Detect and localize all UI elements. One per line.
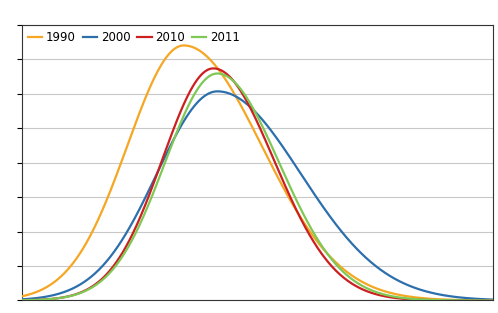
2010 bbox=[210, 67, 216, 70]
1990 bbox=[395, 293, 401, 296]
Line: 2010: 2010 bbox=[22, 69, 493, 300]
2000 bbox=[67, 288, 73, 291]
2010 bbox=[210, 67, 216, 70]
2010 bbox=[490, 299, 496, 302]
2011 bbox=[210, 73, 216, 76]
2010 bbox=[395, 296, 401, 300]
2011 bbox=[343, 273, 349, 276]
2010 bbox=[227, 75, 233, 79]
1990 bbox=[19, 294, 25, 298]
2010 bbox=[67, 294, 73, 298]
1990 bbox=[227, 85, 233, 89]
Line: 2011: 2011 bbox=[22, 74, 493, 300]
2000 bbox=[227, 92, 233, 96]
2000 bbox=[19, 297, 25, 301]
1990 bbox=[67, 264, 73, 268]
1990 bbox=[343, 269, 349, 273]
2011 bbox=[227, 76, 233, 80]
Legend: 1990, 2000, 2010, 2011: 1990, 2000, 2010, 2011 bbox=[26, 28, 242, 46]
2000 bbox=[215, 90, 221, 93]
2010 bbox=[387, 295, 393, 299]
2000 bbox=[387, 274, 393, 278]
Line: 2000: 2000 bbox=[22, 91, 493, 300]
1990 bbox=[210, 61, 216, 65]
2011 bbox=[67, 294, 73, 298]
2000 bbox=[343, 235, 349, 239]
1990 bbox=[387, 291, 393, 295]
2010 bbox=[19, 298, 25, 302]
2000 bbox=[490, 298, 496, 301]
2011 bbox=[19, 298, 25, 302]
2011 bbox=[395, 295, 401, 299]
2000 bbox=[210, 90, 216, 94]
1990 bbox=[490, 299, 496, 302]
2011 bbox=[215, 72, 221, 75]
2011 bbox=[490, 299, 496, 302]
1990 bbox=[181, 44, 187, 47]
2010 bbox=[343, 278, 349, 281]
2000 bbox=[395, 279, 401, 283]
Line: 1990: 1990 bbox=[22, 45, 493, 300]
2011 bbox=[387, 294, 393, 298]
